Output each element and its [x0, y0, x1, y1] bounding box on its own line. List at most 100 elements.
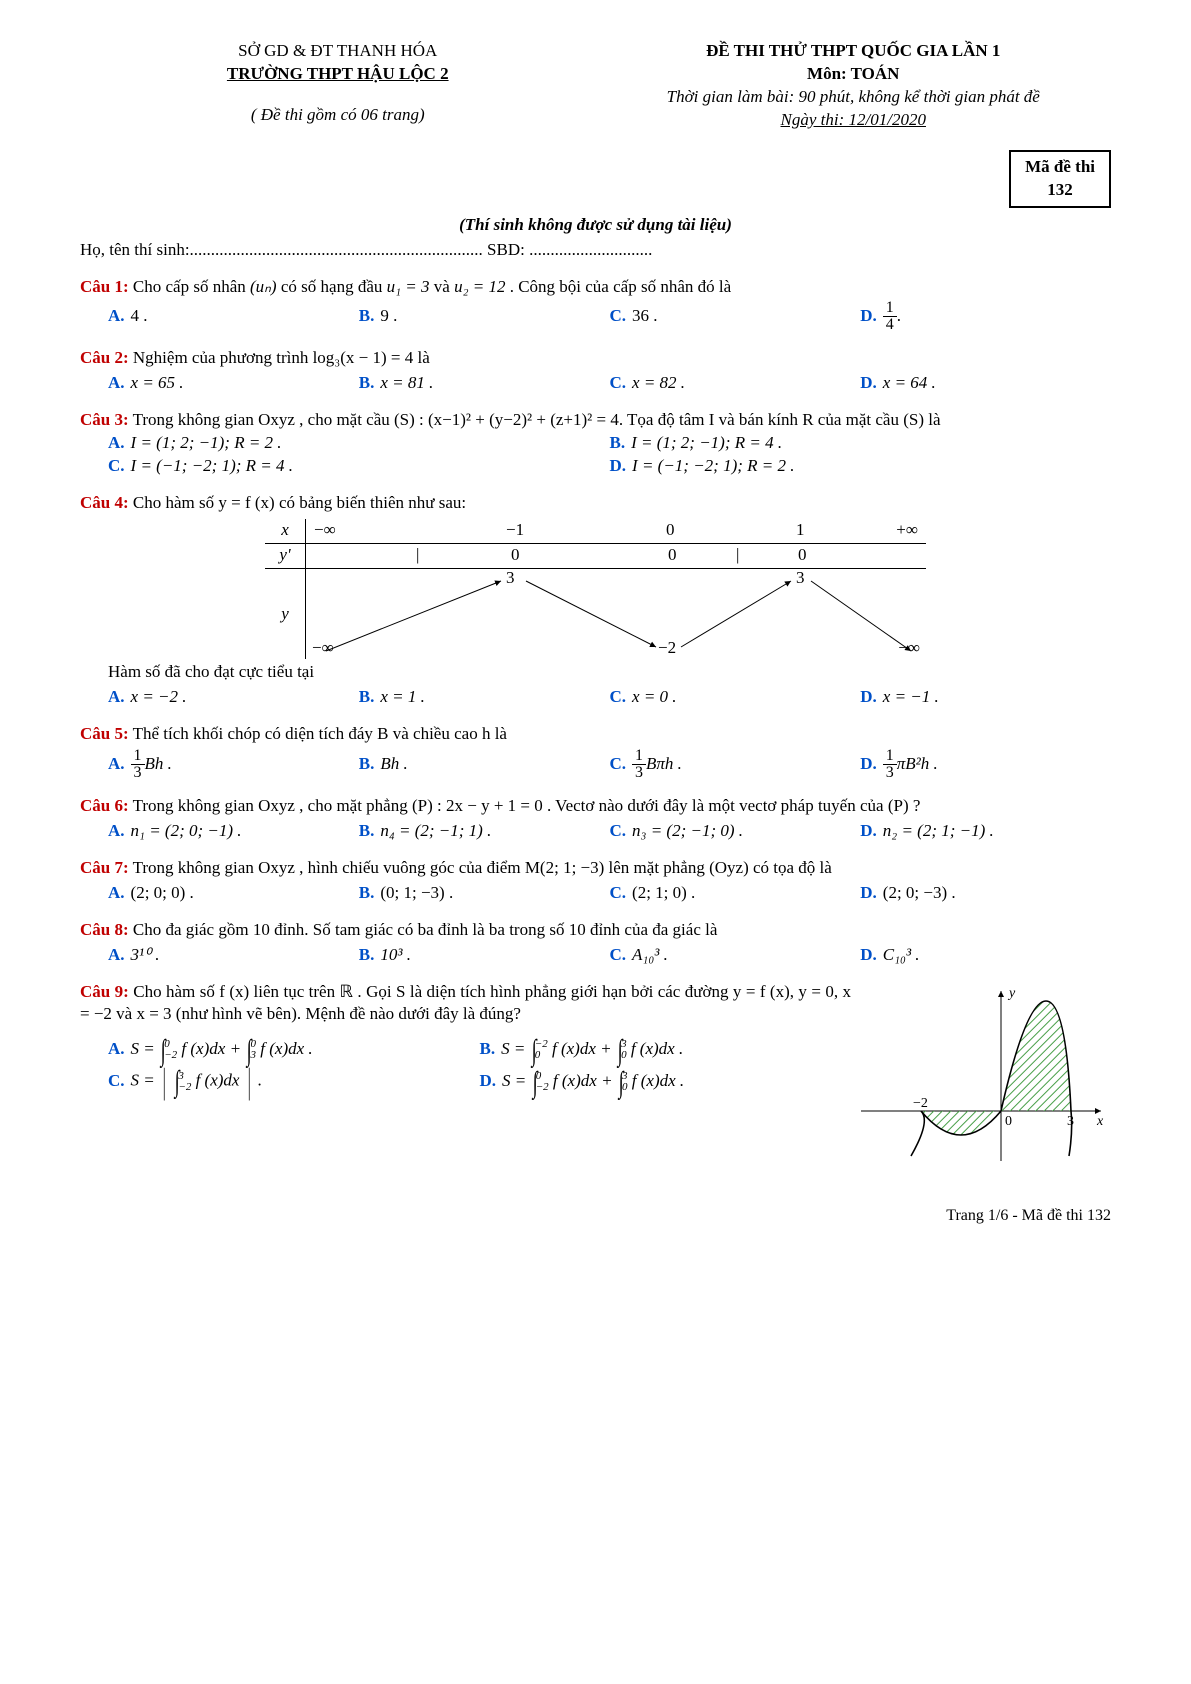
vt-y-label: y — [265, 569, 306, 659]
exam-date: Ngày thi: 12/01/2020 — [781, 110, 926, 129]
variation-table: x −∞ −1 0 1 +∞ y' | 0 0 | 0 y — [80, 519, 1111, 659]
q5-opt-d: πB²h . — [897, 753, 938, 776]
q1-opt-a: 4 . — [131, 305, 148, 328]
opt-b-label: B. — [359, 305, 375, 328]
q3-opt-c: I = (−1; −2; 1); R = 4 . — [131, 455, 294, 478]
q1-text-b: có số hạng đầu — [281, 277, 387, 296]
variation-arrows — [306, 569, 926, 659]
header-right: ĐỀ THI THỬ THPT QUỐC GIA LẦN 1 Môn: TOÁN… — [596, 40, 1112, 132]
q1-text-a: Cho cấp số nhân — [133, 277, 250, 296]
q8-text: Cho đa giác gồm 10 đỉnh. Số tam giác có … — [133, 920, 717, 939]
notice: (Thí sinh không được sử dụng tài liệu) — [80, 214, 1111, 237]
svg-text:x: x — [1096, 1114, 1104, 1129]
q7-opt-b: (0; 1; −3) . — [380, 882, 453, 905]
q9-text: Cho hàm số f (x) liên tục trên ℝ . Gọi S… — [80, 982, 851, 1024]
q7-opt-c: (2; 1; 0) . — [632, 882, 695, 905]
q7-opt-a: (2; 0; 0) . — [131, 882, 194, 905]
q8-opt-b: 10³ . — [380, 944, 411, 967]
code-value: 132 — [1025, 179, 1095, 202]
q9-opt-d: S = ∫0−2 f (x)dx + ∫30 f (x)dx . — [502, 1070, 684, 1093]
subject: Môn: TOÁN — [596, 63, 1112, 86]
q2-label: Câu 2: — [80, 348, 129, 367]
vt-x-row: −∞ −1 0 1 +∞ — [306, 519, 926, 543]
header: SỞ GD & ĐT THANH HÓA TRƯỜNG THPT HẬU LỘC… — [80, 40, 1111, 132]
svg-text:y: y — [1007, 986, 1016, 1001]
vt-yp-row: | 0 0 | 0 — [306, 544, 926, 568]
question-6: Câu 6: Trong không gian Oxyz , cho mặt p… — [80, 795, 1111, 818]
q2-options: A.x = 65 . B.x = 81 . C.x = 82 . D.x = 6… — [80, 372, 1111, 395]
q4-opt-c: x = 0 . — [632, 686, 677, 709]
q6-text: Trong không gian Oxyz , cho mặt phẳng (P… — [133, 796, 921, 815]
vt-y-row: 3 3 −∞ −2 −∞ — [306, 569, 926, 659]
q1-u2: u₂ = 12 — [454, 277, 505, 296]
pages-note: ( Đề thi gồm có 06 trang) — [80, 104, 596, 127]
q1-opt-c: 36 . — [632, 305, 658, 328]
q4-label: Câu 4: — [80, 493, 129, 512]
q5-text: Thể tích khối chóp có diện tích đáy B và… — [133, 724, 507, 743]
q3-options: A.I = (1; 2; −1); R = 2 . B.I = (1; 2; −… — [80, 432, 1111, 478]
q5-opt-b: Bh . — [380, 753, 407, 776]
exam-title: ĐỀ THI THỬ THPT QUỐC GIA LẦN 1 — [596, 40, 1112, 63]
q2-opt-b: x = 81 . — [380, 372, 433, 395]
q5-label: Câu 5: — [80, 724, 129, 743]
question-9: Câu 9: Cho hàm số f (x) liên tục trên ℝ … — [80, 981, 1111, 1178]
exam-code-box: Mã đề thi 132 — [1009, 150, 1111, 208]
question-1: Câu 1: Cho cấp số nhân (uₙ) có số hạng đ… — [80, 276, 1111, 299]
q6-opt-a: n₁ = (2; 0; −1) . — [131, 820, 242, 843]
q7-opt-d: (2; 0; −3) . — [883, 882, 956, 905]
q8-opt-d: C₁₀³ . — [883, 944, 920, 967]
dept: SỞ GD & ĐT THANH HÓA — [80, 40, 596, 63]
question-5: Câu 5: Thể tích khối chóp có diện tích đ… — [80, 723, 1111, 746]
q8-label: Câu 8: — [80, 920, 129, 939]
student-info-line: Họ, tên thí sinh:.......................… — [80, 239, 1111, 262]
q7-text: Trong không gian Oxyz , hình chiếu vuông… — [133, 858, 832, 877]
q3-opt-b: I = (1; 2; −1); R = 4 . — [631, 432, 782, 455]
question-2: Câu 2: Nghiệm của phương trình log₃(x − … — [80, 347, 1111, 370]
q5-opt-a: Bh . — [145, 753, 172, 776]
q2-opt-c: x = 82 . — [632, 372, 685, 395]
svg-text:3: 3 — [1067, 1114, 1074, 1129]
code-label: Mã đề thi — [1025, 156, 1095, 179]
q4-opt-d: x = −1 . — [883, 686, 939, 709]
q1-opt-d-frac: 14 — [883, 300, 897, 333]
q5-opt-c: Bπh . — [646, 753, 682, 776]
q6-options: A.n₁ = (2; 0; −1) . B.n₄ = (2; −1; 1) . … — [80, 820, 1111, 843]
q8-options: A.3¹⁰ . B.10³ . C.A₁₀³ . D.C₁₀³ . — [80, 944, 1111, 967]
q1-label: Câu 1: — [80, 277, 129, 296]
school: TRƯỜNG THPT HẬU LỘC 2 — [80, 63, 596, 86]
q1-un: (uₙ) — [250, 277, 277, 296]
q9-opt-c: S = | ∫3−2 f (x)dx | . — [131, 1067, 263, 1096]
q4-text: Cho hàm số y = f (x) có bảng biến thiên … — [133, 493, 466, 512]
question-7: Câu 7: Trong không gian Oxyz , hình chiế… — [80, 857, 1111, 880]
q6-opt-d: n₂ = (2; 1; −1) . — [883, 820, 994, 843]
q6-opt-c: n₃ = (2; −1; 0) . — [632, 820, 743, 843]
opt-c-label: C. — [610, 305, 627, 328]
q4-after: Hàm số đã cho đạt cực tiểu tại — [80, 661, 1111, 684]
q1-u1: u₁ = 3 — [387, 277, 430, 296]
q2-opt-d: x = 64 . — [883, 372, 936, 395]
duration: Thời gian làm bài: 90 phút, không kể thờ… — [596, 86, 1112, 109]
q3-opt-a: I = (1; 2; −1); R = 2 . — [131, 432, 282, 455]
vt-yp-label: y' — [265, 544, 306, 568]
q9-label: Câu 9: — [80, 982, 129, 1001]
q3-text: Trong không gian Oxyz , cho mặt cầu (S) … — [133, 410, 941, 429]
q8-opt-c: A₁₀³ . — [632, 944, 668, 967]
question-8: Câu 8: Cho đa giác gồm 10 đỉnh. Số tam g… — [80, 919, 1111, 942]
q9-options: A. S = ∫0−2 f (x)dx + ∫03 f (x)dx . B. S… — [80, 1038, 851, 1096]
q1-options: A.4 . B.9 . C.36 . D. 14 . — [80, 300, 1111, 333]
q4-options: A.x = −2 . B.x = 1 . C.x = 0 . D.x = −1 … — [80, 686, 1111, 709]
q9-opt-a: S = ∫0−2 f (x)dx + ∫03 f (x)dx . — [131, 1038, 313, 1061]
q6-opt-b: n₄ = (2; −1; 1) . — [380, 820, 491, 843]
q1-text-d: . Công bội của cấp số nhân đó là — [510, 277, 731, 296]
opt-d-label: D. — [860, 305, 877, 328]
header-left: SỞ GD & ĐT THANH HÓA TRƯỜNG THPT HẬU LỘC… — [80, 40, 596, 132]
q5-options: A. 13 Bh . B.Bh . C. 13 Bπh . D. 13 πB²h… — [80, 748, 1111, 781]
opt-a-label: A. — [108, 305, 125, 328]
q3-opt-d: I = (−1; −2; 1); R = 2 . — [632, 455, 795, 478]
svg-text:0: 0 — [1005, 1114, 1012, 1129]
q6-label: Câu 6: — [80, 796, 129, 815]
svg-text:−2: −2 — [913, 1096, 928, 1111]
q1-text-c: và — [434, 277, 454, 296]
q7-label: Câu 7: — [80, 858, 129, 877]
page-footer: Trang 1/6 - Mã đề thi 132 — [80, 1205, 1111, 1227]
